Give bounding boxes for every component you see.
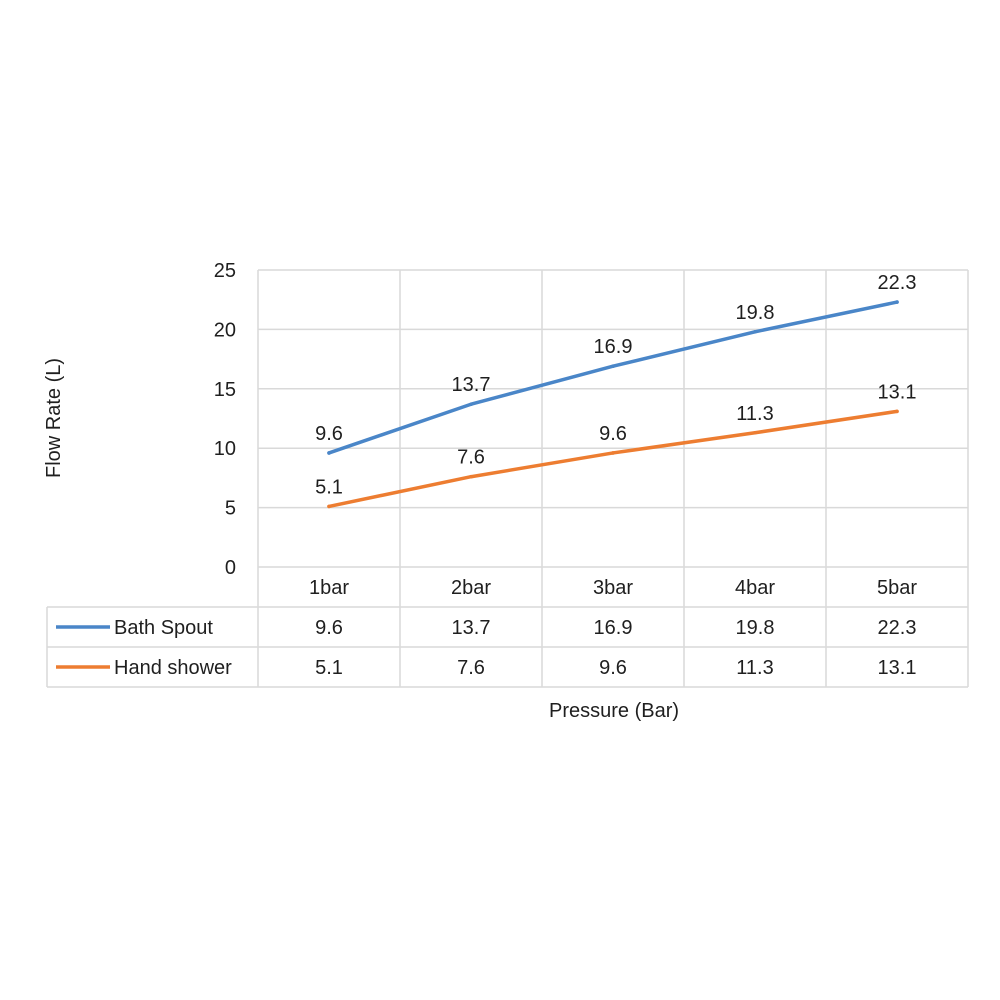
- table-cell-value: 9.6: [599, 657, 627, 679]
- table-cell-value: 16.9: [594, 617, 633, 639]
- grid: [257, 269, 969, 687]
- table-cell-value: 22.3: [878, 617, 917, 639]
- data-point: [753, 329, 757, 334]
- table-cell-value: 5.1: [315, 657, 343, 679]
- table-cell-value: 19.8: [736, 617, 775, 639]
- data-point: [611, 364, 615, 369]
- x-category-label: 1bar: [309, 577, 349, 599]
- data-point: [327, 451, 331, 455]
- data-point: [469, 402, 473, 407]
- data-point: [753, 430, 757, 435]
- table-cell-value: 7.6: [457, 657, 485, 679]
- data-label: 16.9: [594, 336, 633, 358]
- series-lines: [327, 300, 899, 509]
- data-label: 19.8: [736, 302, 775, 324]
- x-category-label: 3bar: [593, 577, 633, 599]
- data-label: 7.6: [457, 447, 485, 469]
- y-axis-ticks: 0 5 10 15 20 25: [214, 260, 236, 579]
- table-cell-value: 11.3: [736, 657, 773, 679]
- x-category-label: 4bar: [735, 577, 775, 599]
- y-tick-label: 0: [225, 557, 236, 579]
- data-label: 13.7: [452, 374, 491, 396]
- data-label: 13.1: [878, 381, 917, 403]
- data-label: 11.3: [736, 403, 773, 425]
- data-label: 5.1: [315, 476, 343, 498]
- data-table: 1bar 2bar 3bar 4bar 5bar Bath Spout 9.6 13.7 16.…: [46, 577, 968, 688]
- table-cell-value: 9.6: [315, 617, 343, 639]
- y-tick-label: 25: [214, 260, 236, 282]
- data-point: [895, 409, 899, 414]
- data-point: [327, 504, 331, 509]
- data-label: 9.6: [599, 423, 627, 445]
- data-label: 9.6: [315, 423, 343, 445]
- legend-label: Bath Spout: [114, 617, 213, 639]
- data-point: [611, 451, 615, 455]
- data-point: [469, 474, 473, 479]
- data-point: [895, 300, 899, 304]
- table-cell-value: 13.7: [452, 617, 491, 639]
- data-label: 22.3: [878, 272, 917, 294]
- x-category-label: 5bar: [877, 577, 917, 599]
- x-category-label: 2bar: [451, 577, 491, 599]
- x-axis-title: Pressure (Bar): [549, 700, 679, 722]
- table-cell-value: 13.1: [878, 657, 917, 679]
- y-tick-label: 10: [214, 438, 236, 460]
- y-tick-label: 5: [225, 498, 236, 520]
- legend-label: Hand shower: [114, 657, 232, 679]
- y-axis-title: Flow Rate (L): [43, 358, 65, 478]
- y-tick-label: 20: [214, 319, 236, 341]
- y-tick-label: 15: [214, 379, 236, 401]
- data-labels: 9.6 13.7 16.9 19.8 22.3 5.1 7.6 9.6 11.3 13.1: [315, 272, 916, 498]
